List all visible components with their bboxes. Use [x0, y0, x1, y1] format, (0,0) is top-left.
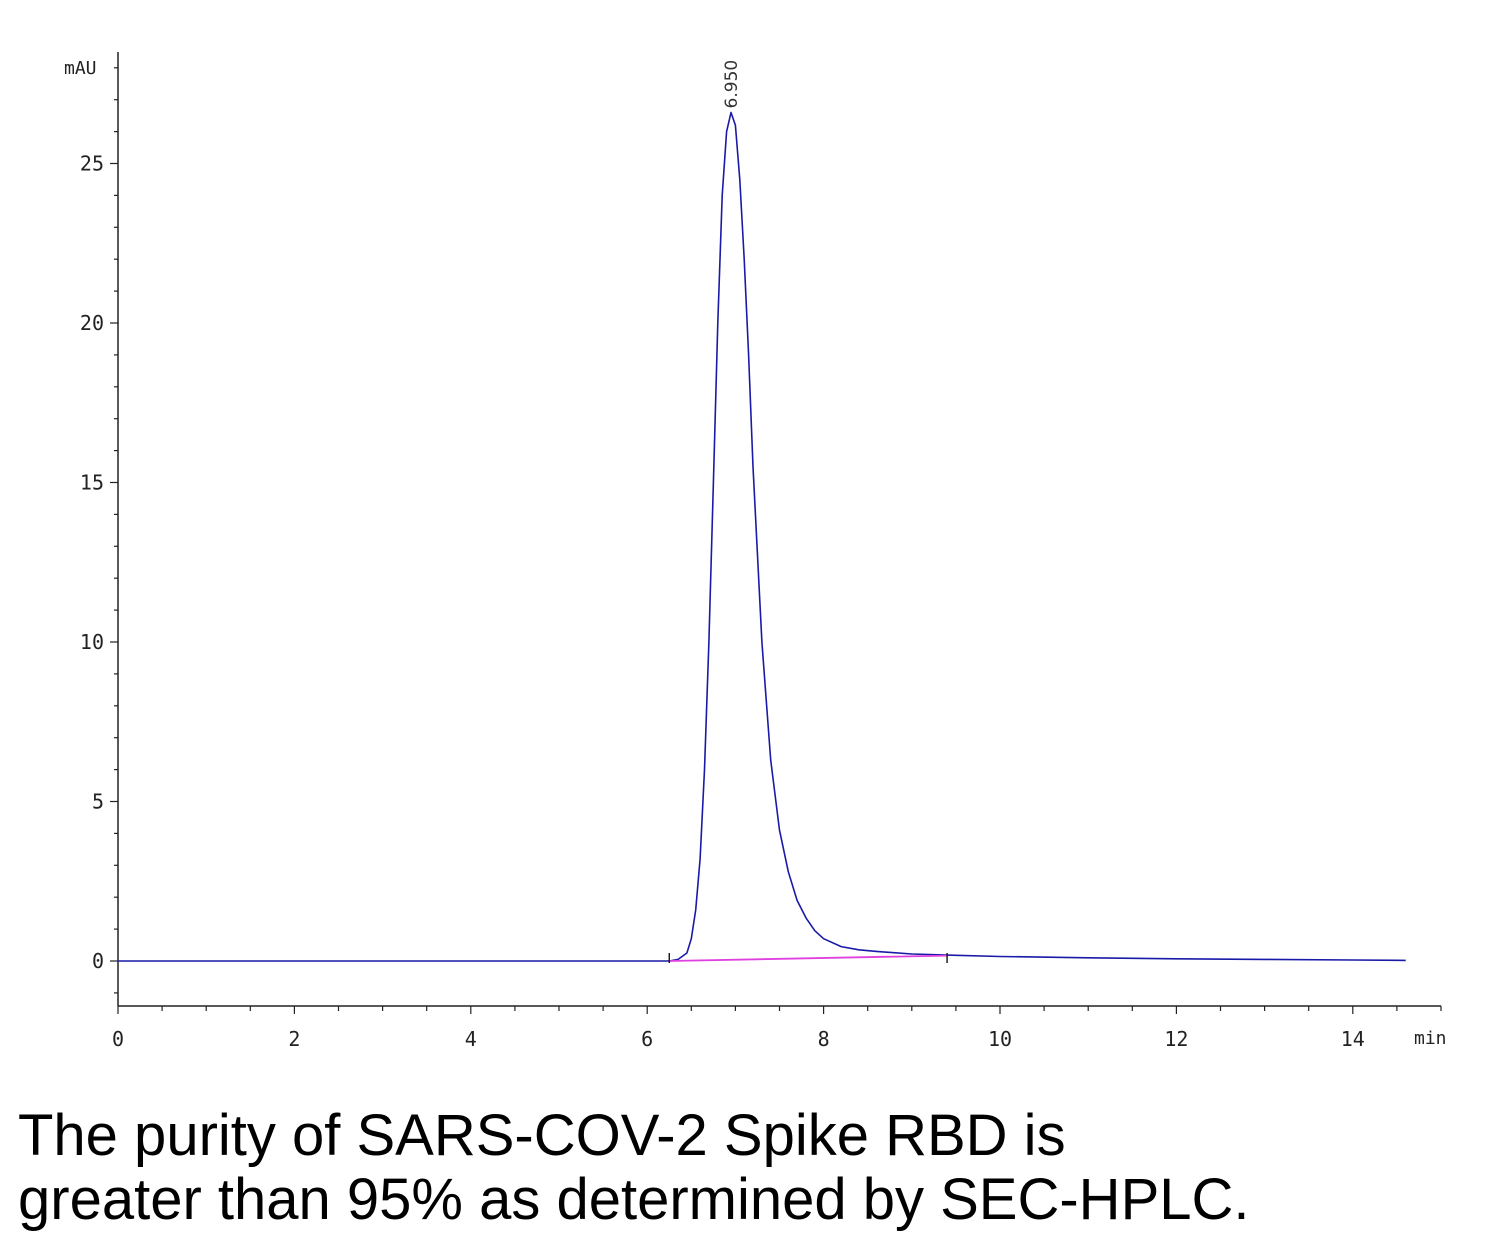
caption-line-2: greater than 95% as determined by SEC-HP… — [18, 1167, 1250, 1232]
x-tick-label: 2 — [288, 1027, 300, 1051]
figure-caption: The purity of SARS-COV-2 Spike RBD is gr… — [18, 1104, 1478, 1232]
integration-baseline — [669, 954, 948, 962]
y-tick-label: 15 — [80, 471, 104, 495]
x-tick-label: 6 — [641, 1027, 653, 1051]
chart-plot-area: 6.950 — [118, 60, 1406, 963]
y-tick-label: 5 — [92, 790, 104, 814]
chart-axes — [117, 52, 1441, 1007]
caption-line-1: The purity of SARS-COV-2 Spike RBD is — [18, 1103, 1066, 1168]
x-tick-label: 0 — [112, 1027, 124, 1051]
chromatogram-chart: 0 5 10 15 20 25 0 2 4 6 8 10 12 14 6.950 mAU min — [64, 52, 1447, 1052]
x-tick-label: 4 — [465, 1027, 477, 1051]
y-tick-label: 0 — [92, 949, 104, 973]
chromatogram-trace — [118, 111, 1406, 962]
x-axis-unit-label: min — [1414, 1028, 1447, 1049]
chart-ticks — [110, 67, 1442, 1014]
x-tick-label: 12 — [1164, 1027, 1188, 1051]
y-axis-unit-label: mAU — [64, 58, 97, 79]
y-tick-label: 25 — [80, 152, 104, 176]
x-tick-label: 14 — [1341, 1027, 1365, 1051]
peak-retention-label: 6.950 — [722, 60, 742, 109]
y-tick-label: 10 — [80, 630, 104, 654]
y-tick-label: 20 — [80, 311, 104, 335]
chart-tick-labels: 0 5 10 15 20 25 0 2 4 6 8 10 12 14 — [80, 152, 1365, 1052]
x-tick-label: 10 — [988, 1027, 1012, 1051]
x-tick-label: 8 — [818, 1027, 830, 1051]
